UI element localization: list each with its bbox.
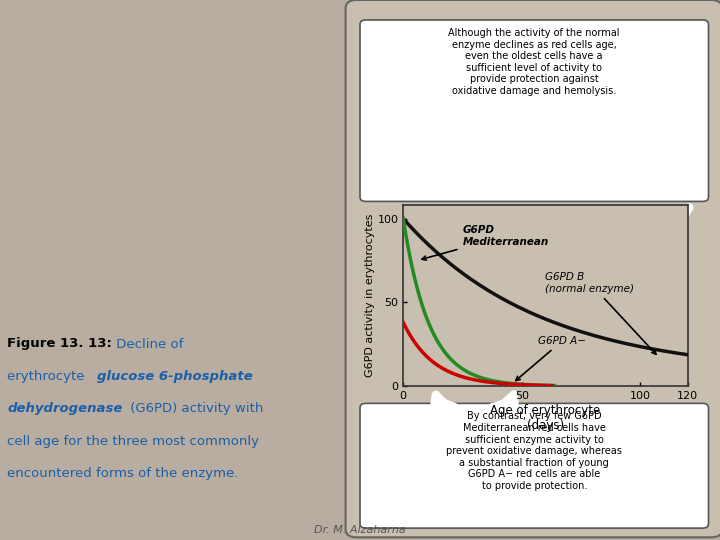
Text: (G6PD) activity with: (G6PD) activity with [126, 402, 264, 415]
Text: G6PD A−: G6PD A− [516, 336, 586, 381]
Text: G6PD
Mediterranean: G6PD Mediterranean [422, 225, 549, 260]
FancyBboxPatch shape [346, 0, 720, 537]
Text: Figure 13. 13:: Figure 13. 13: [7, 338, 112, 350]
Y-axis label: G6PD activity in erythrocytes: G6PD activity in erythrocytes [364, 214, 374, 377]
X-axis label: Age of erythrocyte
(days): Age of erythrocyte (days) [490, 404, 600, 432]
Text: dehydrogenase: dehydrogenase [7, 402, 122, 415]
Text: Dr. M. Alzaharna: Dr. M. Alzaharna [314, 524, 406, 535]
FancyBboxPatch shape [360, 20, 708, 201]
FancyArrowPatch shape [434, 395, 454, 407]
Text: encountered forms of the enzyme.: encountered forms of the enzyme. [7, 467, 238, 480]
FancyBboxPatch shape [360, 403, 708, 528]
Text: glucose 6-phosphate: glucose 6-phosphate [97, 370, 253, 383]
Text: cell age for the three most commonly: cell age for the three most commonly [7, 435, 259, 448]
Text: G6PD B
(normal enzyme): G6PD B (normal enzyme) [546, 272, 656, 354]
Text: erythrocyte: erythrocyte [7, 370, 89, 383]
Text: Decline of: Decline of [112, 338, 183, 350]
Text: By contrast, very few G6PD
Mediterranean red cells have
sufficient enzyme activi: By contrast, very few G6PD Mediterranean… [446, 411, 622, 491]
FancyArrowPatch shape [492, 395, 515, 407]
FancyArrowPatch shape [675, 207, 690, 233]
Text: Although the activity of the normal
enzyme declines as red cells age,
even the o: Although the activity of the normal enzy… [449, 28, 620, 96]
